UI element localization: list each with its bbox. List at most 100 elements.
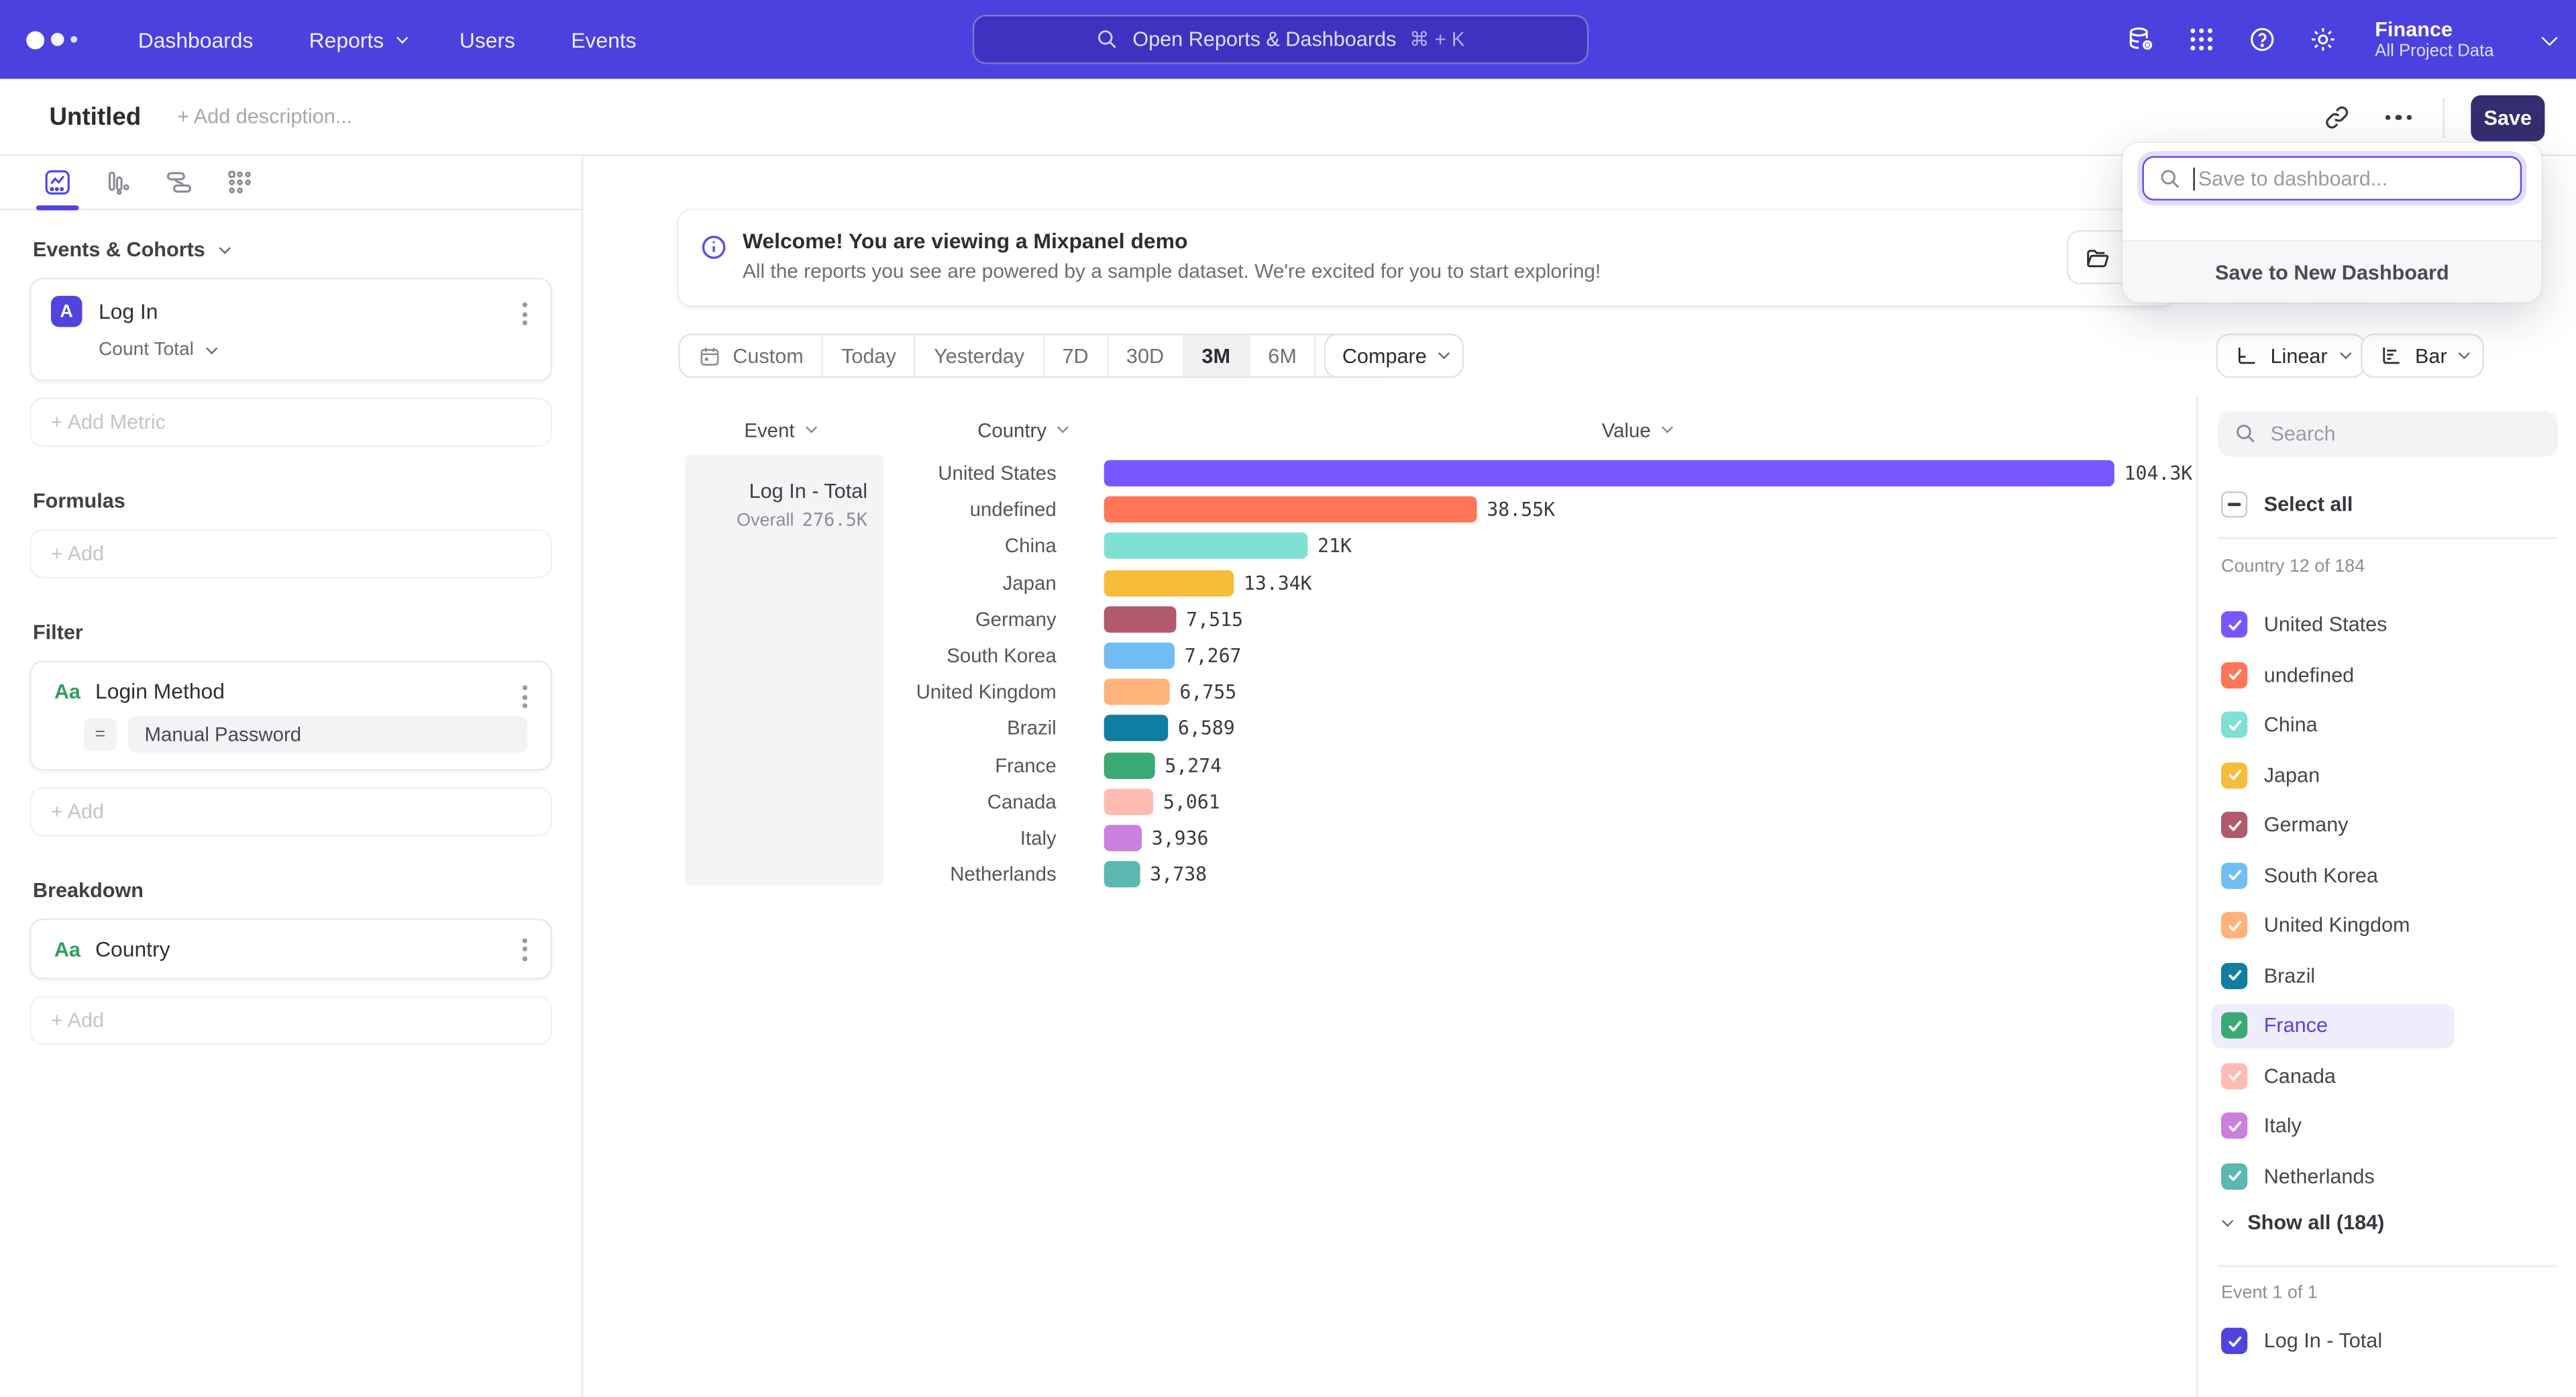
bar-row: Japan 13.34K bbox=[583, 564, 2196, 601]
bar[interactable] bbox=[1104, 678, 1170, 706]
tab-funnels[interactable] bbox=[103, 168, 133, 197]
overall-label: Overall bbox=[737, 511, 794, 531]
country-checkbox[interactable] bbox=[2221, 1113, 2248, 1139]
report-title[interactable]: Untitled bbox=[49, 103, 142, 131]
country-checkbox-row[interactable]: undefined bbox=[2198, 650, 2576, 701]
event-checkbox-row[interactable]: Log In - Total bbox=[2221, 1318, 2382, 1364]
filter-card[interactable]: Aa Login Method = Manual Password bbox=[30, 660, 552, 771]
bar[interactable] bbox=[1104, 533, 1308, 560]
select-all-checkbox[interactable] bbox=[2221, 491, 2248, 518]
bar[interactable] bbox=[1104, 861, 1140, 888]
bar[interactable] bbox=[1104, 460, 2114, 487]
bar[interactable] bbox=[1104, 606, 1177, 633]
country-checkbox-row[interactable]: France bbox=[2198, 1000, 2576, 1051]
country-checkbox[interactable] bbox=[2221, 962, 2248, 989]
country-checkbox[interactable] bbox=[2221, 1163, 2248, 1190]
events-cohorts-header[interactable]: Events & Cohorts bbox=[33, 238, 582, 261]
column-header-country[interactable]: Country bbox=[977, 419, 1069, 442]
add-breakdown-button[interactable]: + Add bbox=[30, 996, 552, 1045]
date-range-today[interactable]: Today bbox=[821, 335, 914, 376]
country-checkbox[interactable] bbox=[2221, 912, 2248, 939]
column-header-event[interactable]: Event bbox=[744, 419, 817, 442]
country-checkbox-row[interactable]: United States bbox=[2198, 600, 2576, 650]
country-checkbox-row[interactable]: China bbox=[2198, 700, 2576, 750]
country-checkbox-row[interactable]: Canada bbox=[2198, 1051, 2576, 1101]
date-range-3m[interactable]: 3M bbox=[1182, 335, 1248, 376]
country-checkbox-row[interactable]: Italy bbox=[2198, 1101, 2576, 1151]
metric-kebab-icon[interactable] bbox=[519, 299, 531, 329]
global-search[interactable]: Open Reports & Dashboards ⌘ + K bbox=[972, 15, 1589, 64]
save-button[interactable]: Save bbox=[2471, 94, 2545, 141]
chart-type-button[interactable]: Bar bbox=[2361, 333, 2485, 378]
panel-search-input[interactable]: Search bbox=[2218, 411, 2559, 457]
country-checkbox[interactable] bbox=[2221, 812, 2248, 839]
country-checkbox-row[interactable]: Japan bbox=[2198, 750, 2576, 800]
search-shortcut: ⌘ + K bbox=[1409, 28, 1465, 51]
nav-item-users[interactable]: Users bbox=[460, 27, 515, 52]
bar[interactable] bbox=[1104, 788, 1154, 815]
date-range-30d[interactable]: 30D bbox=[1106, 335, 1182, 376]
show-all-button[interactable]: Show all (184) bbox=[2221, 1200, 2384, 1246]
link-icon[interactable] bbox=[2318, 99, 2355, 136]
add-metric-button[interactable]: + Add Metric bbox=[30, 397, 552, 448]
bar[interactable] bbox=[1104, 642, 1175, 669]
country-checkbox[interactable] bbox=[2221, 1013, 2248, 1039]
project-chevron-down-icon[interactable] bbox=[2541, 29, 2558, 46]
country-checkbox[interactable] bbox=[2221, 611, 2248, 638]
bar[interactable] bbox=[1104, 569, 1234, 597]
country-checkbox[interactable] bbox=[2221, 662, 2248, 688]
scale-label: Linear bbox=[2270, 344, 2328, 368]
country-checkbox-row[interactable]: South Korea bbox=[2198, 850, 2576, 900]
tab-retention[interactable] bbox=[225, 168, 255, 197]
help-icon[interactable] bbox=[2247, 25, 2276, 54]
bar[interactable] bbox=[1104, 752, 1155, 778]
filter-kebab-icon[interactable] bbox=[519, 682, 531, 711]
country-header-label: Country bbox=[977, 419, 1047, 442]
scale-selector-button[interactable]: Linear bbox=[2216, 333, 2365, 378]
filter-value[interactable]: Manual Password bbox=[128, 716, 528, 753]
date-range-6m[interactable]: 6M bbox=[1248, 335, 1315, 376]
country-checkbox-row[interactable]: United Kingdom bbox=[2198, 900, 2576, 951]
filter-operator[interactable]: = bbox=[83, 718, 117, 752]
country-checkbox-row[interactable]: Netherlands bbox=[2198, 1151, 2576, 1202]
country-checkbox[interactable] bbox=[2221, 1062, 2248, 1090]
country-checkbox[interactable] bbox=[2221, 762, 2248, 788]
navbar-right: Finance All Project Data bbox=[2125, 0, 2558, 79]
tab-flows[interactable] bbox=[164, 168, 194, 197]
nav-item-dashboards[interactable]: Dashboards bbox=[138, 27, 254, 52]
nav-item-events[interactable]: Events bbox=[571, 27, 636, 52]
title-actions: Save bbox=[2318, 79, 2545, 156]
save-to-new-dashboard-button[interactable]: Save to New Dashboard bbox=[2123, 240, 2542, 303]
column-header-value[interactable]: Value bbox=[1602, 419, 1673, 442]
add-filter-button[interactable]: + Add bbox=[30, 787, 552, 837]
settings-gear-icon[interactable] bbox=[2308, 25, 2337, 54]
bar[interactable] bbox=[1104, 715, 1169, 742]
project-switcher[interactable]: Finance All Project Data bbox=[2375, 17, 2493, 61]
event-series-cell[interactable]: Log In - Total Overall 276.5K bbox=[685, 455, 884, 886]
breakdown-kebab-icon[interactable] bbox=[519, 934, 531, 964]
data-sources-icon[interactable] bbox=[2125, 25, 2155, 54]
date-range-yesterday[interactable]: Yesterday bbox=[914, 335, 1042, 376]
country-checkbox-row[interactable]: Brazil bbox=[2198, 951, 2576, 1001]
add-formula-button[interactable]: + Add bbox=[30, 529, 552, 579]
breakdown-card[interactable]: Aa Country bbox=[30, 918, 552, 980]
apps-grid-icon[interactable] bbox=[2186, 25, 2216, 54]
metric-card[interactable]: A Log In Count Total bbox=[30, 277, 552, 382]
country-checkbox[interactable] bbox=[2221, 712, 2248, 739]
add-description[interactable]: + Add description... bbox=[177, 105, 353, 129]
compare-button[interactable]: Compare bbox=[1324, 333, 1465, 378]
country-checkbox-row[interactable]: Germany bbox=[2198, 800, 2576, 851]
bar[interactable] bbox=[1104, 497, 1477, 523]
tab-insights[interactable] bbox=[36, 168, 79, 211]
metric-aggregation[interactable]: Count Total bbox=[99, 340, 531, 360]
more-options-icon[interactable] bbox=[2381, 99, 2417, 136]
mixpanel-logo[interactable] bbox=[26, 30, 99, 49]
date-range-custom[interactable]: Custom bbox=[680, 335, 822, 376]
country-checkbox[interactable] bbox=[2221, 862, 2248, 889]
nav-item-reports[interactable]: Reports bbox=[309, 27, 408, 52]
date-range-7d[interactable]: 7D bbox=[1042, 335, 1106, 376]
save-dashboard-search-input[interactable]: Save to dashboard... bbox=[2142, 156, 2522, 201]
event-checkbox[interactable] bbox=[2221, 1327, 2248, 1354]
select-all-row[interactable]: Select all bbox=[2221, 488, 2353, 521]
bar[interactable] bbox=[1104, 825, 1142, 851]
